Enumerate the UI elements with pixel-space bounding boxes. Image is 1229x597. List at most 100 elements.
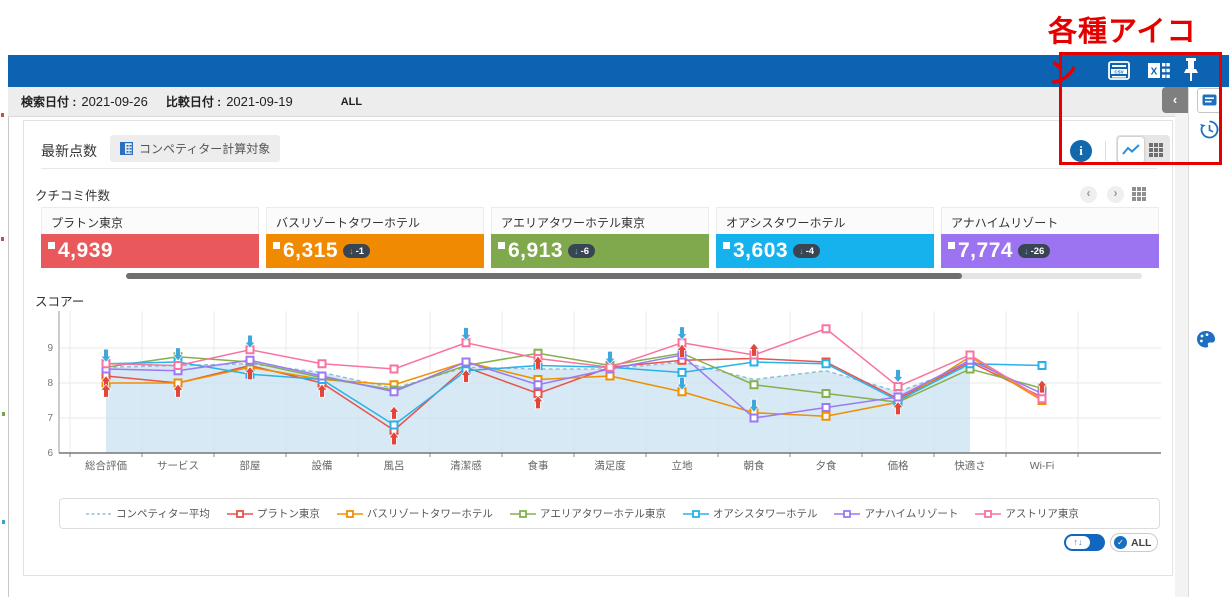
search-date-value[interactable]: 2021-09-26 [81, 94, 148, 109]
legend-label: オアシスタワーホテル [712, 508, 818, 520]
data-point-marker[interactable] [389, 387, 399, 397]
compare-date-value[interactable]: 2021-09-19 [226, 94, 293, 109]
data-point-marker[interactable] [821, 389, 831, 398]
data-point-marker[interactable] [317, 359, 327, 369]
legend-item[interactable]: バスリゾートタワーホテル [336, 506, 493, 521]
collapse-panel-chevron[interactable]: ‹ [1162, 87, 1188, 113]
data-point-marker[interactable] [893, 392, 903, 402]
marker-square [273, 241, 280, 249]
info-icon[interactable]: i [1070, 140, 1092, 162]
review-count-bar: 4,939 [41, 234, 259, 268]
data-point-marker[interactable] [965, 350, 975, 360]
cards-next-button[interactable]: › [1107, 186, 1124, 203]
reviews-section-title: クチコミ件数 [35, 189, 111, 203]
tab-latest-score[interactable]: 最新点数 [41, 143, 97, 159]
excel-export-icon[interactable]: X [1146, 60, 1172, 82]
change-badge: ↓ -6 [568, 244, 596, 258]
change-arrow-down [892, 369, 904, 384]
arrow-display-toggle[interactable]: ↑↓ [1064, 534, 1105, 551]
hotel-review-card[interactable]: アナハイムリゾート 7,774 ↓ -26 [941, 207, 1159, 268]
data-point-marker[interactable] [821, 411, 831, 421]
y-axis-label: 8 [47, 378, 53, 389]
x-axis-label: 設備 [312, 459, 333, 472]
change-arrow-down [676, 376, 688, 391]
down-arrow-icon: ↓ [1024, 246, 1029, 256]
data-point-marker[interactable] [749, 380, 759, 390]
hotel-name: アエリアタワーホテル東京 [491, 207, 709, 234]
data-point-marker[interactable] [173, 361, 183, 370]
score-section-title: スコアー [35, 295, 85, 309]
legend-item[interactable]: アストリア東京 [975, 506, 1079, 521]
cards-prev-button[interactable]: ‹ [1080, 186, 1097, 203]
data-point-marker[interactable] [533, 380, 543, 390]
hotel-review-card[interactable]: バスリゾートタワーホテル 6,315 ↓ -1 [266, 207, 484, 268]
cards-scrollbar-thumb[interactable] [126, 273, 962, 279]
data-point-marker[interactable] [1037, 394, 1047, 404]
y-axis-label: 9 [47, 343, 53, 354]
line-chart-icon [1122, 144, 1140, 155]
data-point-marker[interactable] [1037, 361, 1047, 370]
legend-marker [509, 509, 536, 518]
data-point-marker[interactable] [389, 364, 399, 374]
edge-speck [2, 520, 5, 524]
hotel-review-card[interactable]: プラトン東京 4,939 [41, 207, 259, 268]
history-icon[interactable] [1199, 119, 1220, 140]
competitor-target-button[interactable]: コンペティター計算対象 [110, 135, 281, 162]
data-point-marker[interactable] [893, 382, 903, 391]
comment-icon[interactable] [1197, 88, 1222, 113]
change-arrow-up [748, 342, 760, 357]
review-count: 7,774 [958, 239, 1014, 262]
score-line-chart[interactable]: 9 8 7 6 総合評価 サービス 部屋 設備 風呂 清潔感 食事 満足度 立地 朝食 夕食 価格 快適さ Wi-… [35, 304, 1170, 482]
data-point-marker[interactable] [605, 371, 615, 381]
legend-item[interactable]: コンペティター平均 [86, 506, 210, 521]
data-point-marker[interactable] [749, 413, 759, 423]
series-line-アストリア東京 [105, 327, 1043, 400]
legend-item[interactable]: アエリアタワーホテル東京 [509, 506, 666, 521]
x-axis-label: 快適さ [954, 459, 986, 472]
chart-legend: コンペティター平均 プラトン東京 バスリゾートタワーホテル アエリアタワーホテル… [59, 498, 1160, 529]
view-mode-toggle [1116, 135, 1170, 165]
cards-scrollbar-track[interactable] [126, 273, 1142, 279]
change-arrow-up [100, 383, 112, 398]
legend-item[interactable]: オアシスタワーホテル [682, 506, 818, 521]
data-point-marker[interactable] [677, 368, 687, 377]
grid-view-button[interactable] [1144, 137, 1168, 163]
data-point-marker[interactable] [317, 371, 327, 381]
hotel-review-card[interactable]: アエリアタワーホテル東京 6,913 ↓ -6 [491, 207, 709, 268]
review-count-bar: 7,774 ↓ -26 [941, 234, 1159, 268]
series-line-バスリゾートタワーホテル [106, 355, 1043, 418]
change-arrow-up [892, 401, 904, 416]
toolbar-separator [41, 168, 1157, 169]
y-axis-label: 6 [47, 448, 53, 459]
data-point-marker[interactable] [245, 355, 255, 365]
pin-icon[interactable] [1183, 57, 1199, 83]
change-arrow-down [244, 334, 256, 349]
x-axis-label: Wi-Fi [1030, 460, 1055, 472]
marker-square [948, 241, 955, 249]
cards-grid-view-icon[interactable] [1132, 187, 1146, 201]
x-axis-label: 価格 [888, 459, 909, 472]
change-arrow-up [460, 368, 472, 383]
change-arrow-down [676, 326, 688, 341]
hotel-review-card[interactable]: オアシスタワーホテル 3,603 ↓ -4 [716, 207, 934, 268]
legend-item[interactable]: アナハイムリゾート [834, 506, 958, 521]
data-point-marker[interactable] [821, 324, 831, 334]
data-point-marker[interactable] [749, 357, 759, 367]
data-point-marker[interactable] [389, 420, 399, 430]
legend-item[interactable]: プラトン東京 [226, 506, 320, 521]
data-point-marker[interactable] [821, 359, 831, 369]
palette-icon[interactable] [1196, 330, 1216, 349]
change-arrow-up [244, 366, 256, 381]
vertical-scrollbar-track[interactable] [1175, 87, 1188, 597]
line-chart-view-button[interactable] [1118, 137, 1144, 163]
review-count-bar: 6,315 ↓ -1 [266, 234, 484, 268]
x-axis-label: 総合評価 [85, 459, 127, 472]
all-filter-button[interactable]: ✓ ALL [1110, 533, 1158, 552]
csv-export-icon[interactable]: CSV [1106, 60, 1132, 82]
x-axis-label: 朝食 [744, 459, 765, 472]
change-arrow-down [460, 327, 472, 342]
data-point-marker[interactable] [461, 357, 471, 367]
y-axis-label: 7 [47, 413, 53, 424]
x-axis-label: サービス [157, 460, 199, 472]
data-point-marker[interactable] [821, 403, 831, 412]
